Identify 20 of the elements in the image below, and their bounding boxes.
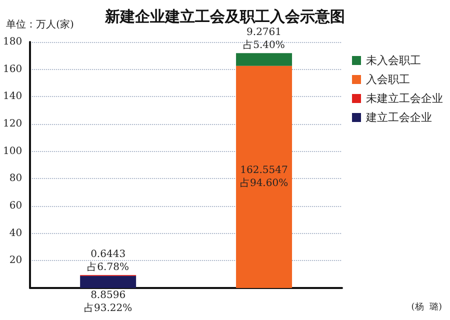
y-axis-title: 单位：万人(家) [6, 18, 74, 30]
y-tick-label: 60 [9, 200, 22, 212]
data-label: 9.2761 占5.40% [243, 27, 285, 52]
text: (杨 璐) [411, 302, 442, 312]
data-label: 8.8596 占93.22% [84, 290, 132, 314]
y-tick-label: 80 [9, 173, 22, 184]
y-tick-label: 40 [9, 228, 22, 239]
legend-label: 入会职工 [366, 73, 410, 86]
y-tick-label: 100 [2, 146, 22, 157]
y-tick-label: 20 [9, 255, 22, 266]
data-label: 162.5547 占94.60% [240, 164, 288, 189]
legend-label: 建立工会企业 [365, 111, 432, 124]
y-tick-label: 140 [2, 91, 22, 102]
legend-label: 未入会职工 [366, 54, 421, 67]
data-label: 0.6443 占6.78% [87, 249, 129, 274]
y-tick-label: 160 [2, 64, 22, 75]
y-tick-label: 180 [2, 36, 22, 48]
legend-label: 未建立工会企业 [366, 92, 443, 105]
y-tick-label: 120 [2, 118, 22, 130]
chart-title: 新建企业建立工会及职工入会示意图 [104, 8, 345, 26]
